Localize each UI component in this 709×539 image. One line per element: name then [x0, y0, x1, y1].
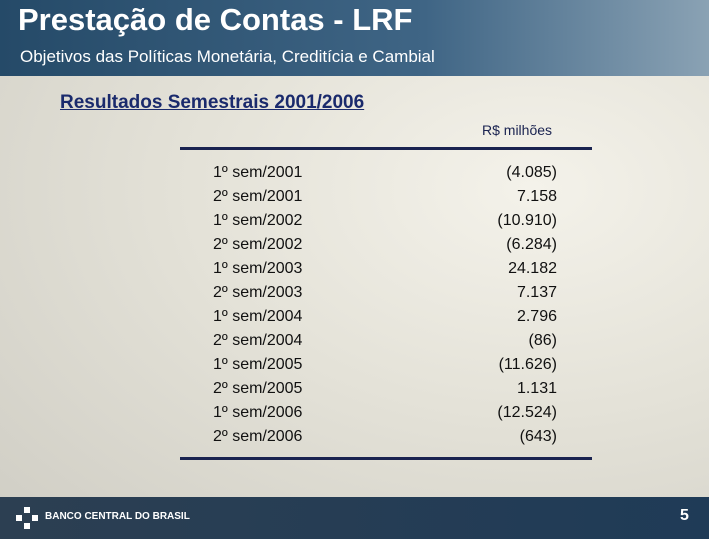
- value: (4.085): [506, 164, 557, 181]
- header-band: [0, 0, 709, 76]
- logo-text: BANCO CENTRAL DO BRASIL: [45, 511, 190, 522]
- value: 7.137: [516, 284, 557, 301]
- value: 7.158: [516, 188, 557, 205]
- section-title: Resultados Semestrais 2001/2006: [60, 92, 365, 113]
- logo-icon: [16, 507, 38, 529]
- subtitle: Objetivos das Políticas Monetária, Credi…: [20, 47, 435, 66]
- period: 2º sem/2004: [213, 332, 303, 349]
- period: 1º sem/2005: [213, 356, 303, 373]
- bottom-rule: [180, 457, 592, 460]
- period: 1º sem/2002: [213, 212, 303, 229]
- value: (643): [519, 428, 557, 445]
- period: 1º sem/2006: [213, 404, 303, 421]
- value: (12.524): [497, 404, 557, 421]
- value: 24.182: [508, 260, 557, 277]
- period: 2º sem/2002: [213, 236, 303, 253]
- page-number: 5: [680, 507, 689, 524]
- value: (86): [528, 332, 557, 349]
- period: 1º sem/2001: [213, 164, 303, 181]
- period: 1º sem/2003: [213, 260, 303, 277]
- footer-band: [0, 497, 709, 539]
- period: 2º sem/2003: [213, 284, 303, 301]
- period: 1º sem/2004: [213, 308, 303, 325]
- value: 2.796: [516, 308, 557, 325]
- period: 2º sem/2006: [213, 428, 303, 445]
- top-rule: [180, 147, 592, 150]
- value: 1.131: [516, 380, 557, 397]
- value: (10.910): [497, 212, 557, 229]
- period: 2º sem/2005: [213, 380, 303, 397]
- value: (11.626): [498, 356, 557, 373]
- title: Prestação de Contas - LRF: [18, 2, 413, 37]
- period: 2º sem/2001: [213, 188, 303, 205]
- value: (6.284): [506, 236, 557, 253]
- unit: R$ milhões: [482, 122, 553, 138]
